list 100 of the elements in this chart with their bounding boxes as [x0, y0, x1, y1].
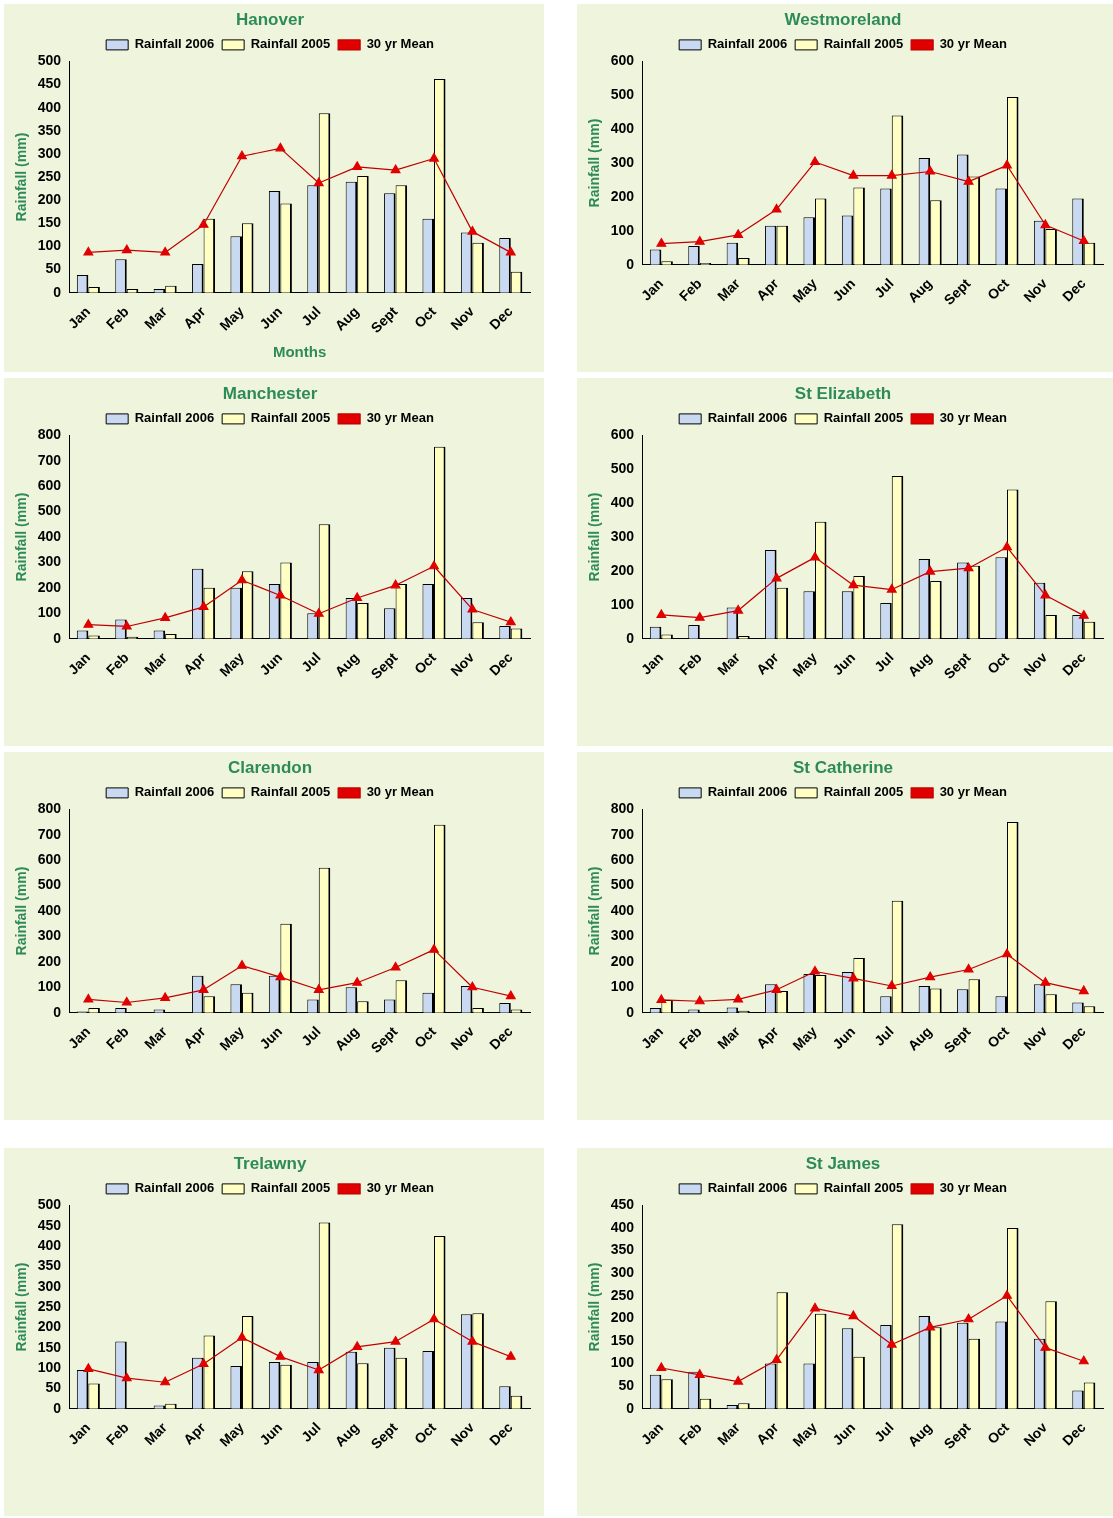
x-tick-label: Jan — [64, 649, 94, 678]
y-tick-label: 450 — [37, 1216, 62, 1233]
chart-title: St Elizabeth — [794, 383, 892, 403]
y-tick-label: 300 — [37, 144, 62, 161]
y-tick-label: 300 — [610, 527, 635, 544]
y-axis-title: Rainfall (mm) — [586, 1262, 603, 1352]
y-tick-label: 200 — [610, 1309, 635, 1326]
y-tick-label: 200 — [610, 561, 635, 578]
chart-title: St James — [805, 1153, 881, 1173]
x-tick-label: Aug — [904, 275, 936, 306]
y-tick-label: 100 — [37, 237, 62, 254]
legend-label: Rainfall 2006 — [134, 36, 215, 52]
x-tick-label: Nov — [1020, 275, 1051, 306]
chart-title: Westmoreland — [784, 9, 902, 29]
y-tick-label: 400 — [37, 1236, 62, 1253]
y-tick-label: 700 — [610, 825, 635, 842]
x-tick-label: Jun — [256, 649, 286, 679]
y-tick-label: 600 — [610, 851, 635, 868]
legend-label: 30 yr Mean — [939, 784, 1007, 800]
legend-label: Rainfall 2005 — [250, 784, 331, 800]
chart-title: St Catherine — [792, 757, 894, 777]
y-tick-label: 800 — [610, 800, 635, 817]
x-tick-label: Jun — [256, 303, 286, 333]
x-tick-label: Nov — [447, 1419, 478, 1450]
x-tick-label: Nov — [447, 649, 478, 680]
legend-label: 30 yr Mean — [939, 1180, 1007, 1196]
x-tick-label: Nov — [1020, 1419, 1051, 1450]
y-tick-label: 50 — [618, 1376, 635, 1393]
x-tick-label: Apr — [753, 648, 782, 678]
y-axis-title: Rainfall (mm) — [13, 132, 30, 222]
legend-label: Rainfall 2005 — [250, 36, 331, 52]
x-tick-label: Jan — [64, 1023, 94, 1052]
legend-label: Rainfall 2005 — [823, 36, 904, 52]
x-tick-label: Dec — [486, 1419, 516, 1449]
x-tick-label: Mar — [714, 1418, 744, 1449]
y-tick-label: 250 — [37, 1297, 62, 1314]
x-tick-label: Dec — [1059, 275, 1089, 305]
x-tick-label: Feb — [675, 1419, 705, 1449]
x-tick-label: Jun — [256, 1023, 286, 1053]
y-tick-label: 500 — [37, 1196, 62, 1213]
x-tick-label: Mar — [714, 274, 744, 305]
x-tick-label: Oct — [984, 274, 1013, 303]
x-tick-label: Jun — [829, 649, 859, 679]
y-tick-label: 450 — [610, 1196, 635, 1213]
y-tick-label: 300 — [610, 153, 635, 170]
y-tick-label: 100 — [37, 604, 62, 621]
x-tick-label: Mar — [714, 648, 744, 679]
y-tick-label: 400 — [37, 98, 62, 115]
x-tick-label: Dec — [1059, 1419, 1089, 1449]
x-tick-label: Apr — [180, 302, 209, 332]
x-tick-label: Dec — [1059, 1023, 1089, 1053]
legend-label: 30 yr Mean — [366, 410, 434, 426]
y-tick-label: 300 — [37, 553, 62, 570]
legend-label: Rainfall 2006 — [134, 1180, 215, 1196]
y-tick-label: 200 — [37, 578, 62, 595]
x-tick-label: Jul — [871, 649, 897, 675]
x-tick-label: Oct — [411, 302, 440, 331]
chart-title: Trelawny — [233, 1153, 307, 1173]
y-tick-label: 100 — [610, 221, 635, 238]
x-tick-label: Mar — [141, 302, 171, 333]
x-tick-label: Feb — [102, 1023, 132, 1053]
x-tick-label: Oct — [411, 1418, 440, 1447]
y-tick-label: 400 — [610, 120, 635, 137]
y-tick-label: 200 — [610, 187, 635, 204]
x-tick-label: Dec — [486, 1023, 516, 1053]
x-tick-label: Dec — [486, 303, 516, 333]
y-tick-label: 300 — [37, 927, 62, 944]
x-tick-label: Mar — [141, 1418, 171, 1449]
y-tick-label: 600 — [37, 851, 62, 868]
legend-label: Rainfall 2006 — [134, 410, 215, 426]
legend-label: 30 yr Mean — [366, 36, 434, 52]
x-tick-label: Feb — [675, 649, 705, 679]
chart-title: Hanover — [235, 9, 305, 29]
x-tick-label: Aug — [331, 1023, 363, 1054]
x-tick-label: Jan — [64, 303, 94, 332]
x-tick-label: Aug — [904, 1023, 936, 1054]
y-tick-label: 0 — [53, 629, 62, 646]
x-tick-label: Nov — [1020, 649, 1051, 680]
x-tick-label: Jul — [298, 303, 324, 329]
legend-label: Rainfall 2006 — [707, 36, 788, 52]
x-tick-label: Nov — [1020, 1023, 1051, 1054]
y-tick-label: 50 — [45, 260, 62, 277]
legend-label: Rainfall 2006 — [707, 784, 788, 800]
legend-label: Rainfall 2005 — [250, 1180, 331, 1196]
y-tick-label: 500 — [37, 52, 62, 69]
x-tick-label: Feb — [675, 1023, 705, 1053]
legend-label: Rainfall 2005 — [823, 784, 904, 800]
x-tick-label: Aug — [331, 303, 363, 334]
y-tick-label: 200 — [37, 191, 62, 208]
y-tick-label: 350 — [610, 1241, 635, 1258]
y-axis-title: Rainfall (mm) — [13, 1262, 30, 1352]
y-axis-title: Rainfall (mm) — [586, 866, 603, 956]
y-tick-label: 0 — [626, 1399, 635, 1416]
y-tick-label: 500 — [37, 876, 62, 893]
y-tick-label: 100 — [610, 595, 635, 612]
y-tick-label: 200 — [37, 1318, 62, 1335]
legend-label: 30 yr Mean — [939, 410, 1007, 426]
y-tick-label: 50 — [45, 1379, 62, 1396]
x-tick-label: Jun — [829, 1023, 859, 1053]
x-tick-label: Aug — [331, 1419, 363, 1450]
